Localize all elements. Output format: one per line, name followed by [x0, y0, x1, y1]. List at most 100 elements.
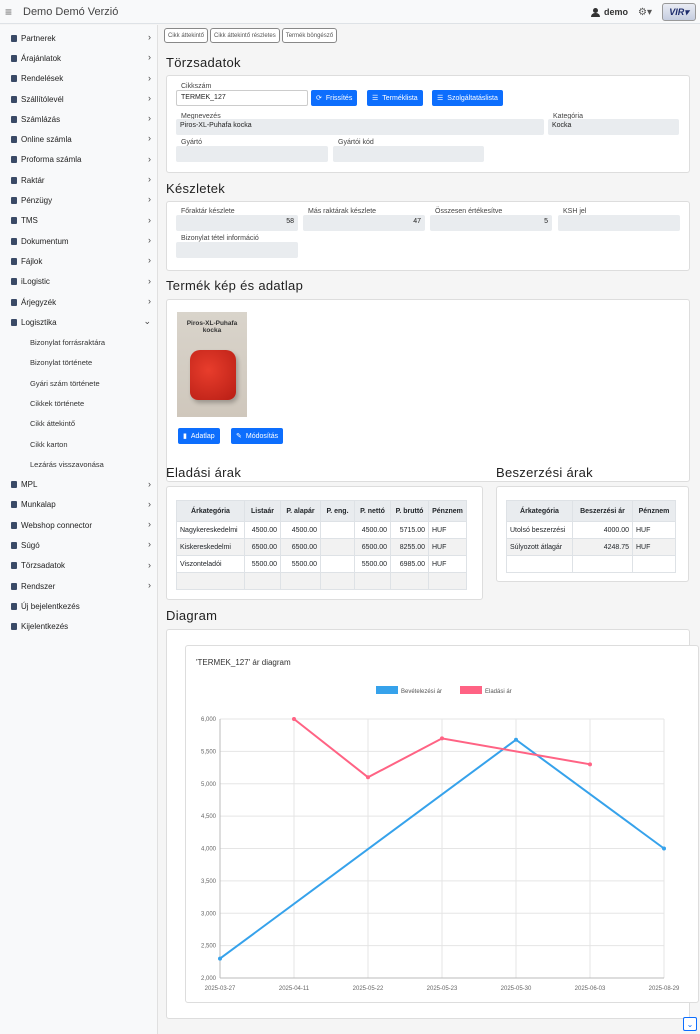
sidebar-item-label: Árjegyzék	[21, 297, 57, 307]
sidebar-item-dokumentum[interactable]: Dokumentum ›	[0, 231, 157, 251]
megnevezes-field[interactable]: Piros-XL-Puhafa kocka	[176, 119, 544, 135]
table-header[interactable]: P. eng.	[320, 500, 355, 522]
modositas-button[interactable]: ✎ Módosítás	[231, 428, 284, 444]
sidebar-item-webshop-connector[interactable]: Webshop connector ›	[0, 515, 157, 535]
tab-cikk-attekinto[interactable]: Cikk áttekintő	[164, 28, 209, 43]
chevron-icon: ›	[148, 478, 151, 489]
sidebar-item-rendelesek[interactable]: Rendelések ›	[0, 69, 157, 89]
kategoria-field[interactable]: Kocka	[548, 119, 679, 135]
chevron-icon: ›	[148, 275, 151, 286]
tab-bar: Cikk áttekintő Cikk áttekintő részletes …	[164, 28, 338, 43]
diagram-panel: 'TERMEK_127' ár diagram 2,000 2,500 3,000 3,…	[166, 629, 699, 1019]
data-point	[588, 762, 592, 767]
sidebar-item-munkalap[interactable]: Munkalap ›	[0, 495, 157, 515]
sidebar-item-arjegyzek[interactable]: Árjegyzék ›	[0, 292, 157, 312]
sidebar-subitem[interactable]: Cikk áttekintő	[30, 419, 76, 429]
table-header[interactable]: Pénznem	[632, 500, 676, 522]
sidebar-item-rendszer[interactable]: Rendszer ›	[0, 576, 157, 596]
table-header[interactable]: P. bruttó	[390, 500, 429, 522]
sidebar-subitem[interactable]: Bizonylat története	[30, 358, 93, 368]
table-cell: Viszonteladói	[176, 555, 245, 573]
sidebar-item-torzsadatok[interactable]: Törzsadatok ›	[0, 556, 157, 576]
chevron-icon: ›	[148, 113, 151, 124]
sidebar-item-logisztika[interactable]: Logisztika ⌄	[0, 312, 157, 332]
beszerzesi-arak-title: Beszerzési árak	[496, 465, 593, 480]
data-point	[662, 846, 666, 851]
foraktar-field[interactable]: 58	[176, 215, 298, 231]
table-header[interactable]: Pénznem	[428, 500, 467, 522]
table-header[interactable]: Árkategória	[506, 500, 573, 522]
gyarto-field[interactable]	[176, 146, 328, 162]
settings-gear-icon[interactable]: ⚙▾	[638, 6, 652, 18]
table-header[interactable]: Listaár	[244, 500, 281, 522]
ksh-jel-label: KSH jel	[563, 208, 587, 215]
table-cell: Súlyozott átlagár	[506, 538, 573, 556]
table-row[interactable]	[506, 555, 676, 573]
dolly-icon	[9, 318, 18, 326]
table-header[interactable]: P. alapár	[280, 500, 321, 522]
sidebar-item-online-szamla[interactable]: Online számla ›	[0, 129, 157, 149]
handshake-icon	[9, 54, 18, 62]
list-icon: ☰	[372, 95, 379, 102]
cikkszam-input[interactable]: TERMEK_127	[176, 90, 308, 106]
x-tick-label: 2025-05-22	[353, 986, 384, 992]
data-point	[440, 736, 444, 741]
sidebar-item-raktar[interactable]: Raktár ›	[0, 170, 157, 190]
ksh-jel-field[interactable]	[558, 215, 680, 231]
sidebar-subitem[interactable]: Bizonylat forrásraktára	[30, 338, 106, 348]
scroll-down-button[interactable]: ⌄	[683, 1017, 697, 1031]
sidebar-subitem[interactable]: Gyári szám története	[30, 378, 100, 388]
file-icon	[9, 115, 18, 123]
sidebar-item-label: Rendszer	[21, 581, 56, 591]
sidebar-item-arajanlatok[interactable]: Árajánlatok ›	[0, 48, 157, 68]
diagram-title: Diagram	[166, 608, 218, 623]
adatlap-button[interactable]: ▮ Adatlap	[178, 428, 220, 444]
table-row[interactable]: Utolsó beszerzési 4000.00 HUF	[506, 521, 676, 539]
mas-raktarak-label: Más raktárak készlete	[308, 208, 377, 215]
table-header[interactable]: Árkategória	[176, 500, 245, 522]
sidebar-item-szamlazas[interactable]: Számlázás ›	[0, 109, 157, 129]
sidebar-item-fajlok[interactable]: Fájlok ›	[0, 251, 157, 271]
legend-swatch	[376, 686, 398, 694]
sidebar-item-label: Partnerek	[21, 33, 56, 43]
main-content: Cikk áttekintő Cikk áttekintő részletes …	[158, 25, 700, 1034]
table-row[interactable]: Viszonteladói 5500.00 5500.00 5500.00 6985.0…	[176, 555, 467, 573]
chevron-icon: ›	[148, 194, 151, 205]
sidebar-item-kijelentkezes[interactable]: Kijelentkezés	[0, 617, 157, 637]
user-menu[interactable]: demo	[591, 7, 628, 17]
tab-termek-bongeszo[interactable]: Termék böngésző	[281, 28, 338, 43]
table-header[interactable]: P. nettó	[354, 500, 391, 522]
y-tick-label: 2,000	[201, 976, 217, 982]
hamburger-menu-icon[interactable]: ≡	[5, 4, 13, 19]
table-row[interactable]: Kiskereskedelmi 6500.00 6500.00 6500.00 8255…	[176, 538, 467, 556]
legend-label: Bevételezési ár	[401, 689, 442, 695]
sidebar-subitem[interactable]: Cikk karton	[30, 439, 68, 449]
table-header[interactable]: Beszerzési ár	[572, 500, 633, 522]
tab-cikk-attekinto-reszletes[interactable]: Cikk áttekintő részletes	[210, 28, 280, 43]
bizonylat-tetel-field[interactable]	[176, 242, 298, 258]
table-row[interactable]: Súlyozott átlagár 4248.75 HUF	[506, 538, 676, 556]
gyartoi-kod-field[interactable]	[333, 146, 484, 162]
sidebar-item-proforma-szamla[interactable]: Proforma számla ›	[0, 150, 157, 170]
sidebar-item-szallitolevel[interactable]: Szállítólevél ›	[0, 89, 157, 109]
sidebar-item-mpl[interactable]: MPL ›	[0, 475, 157, 495]
mas-raktarak-field[interactable]: 47	[303, 215, 425, 231]
szolgaltataslista-button[interactable]: ☰ Szolgáltatáslista	[432, 90, 503, 106]
osszesen-field[interactable]: 5	[430, 215, 552, 231]
sidebar-subitem[interactable]: Lezárás visszavonása	[30, 459, 104, 469]
frissites-button[interactable]: ⟳ Frissítés	[311, 90, 358, 106]
globe-icon	[9, 136, 18, 144]
sidebar-subitem[interactable]: Cikkek története	[30, 398, 85, 408]
sidebar-item-ilogistic[interactable]: iLogistic ›	[0, 272, 157, 292]
table-row[interactable]: Nagykereskedelmi 4500.00 4500.00 4500.00 571…	[176, 521, 467, 539]
product-image[interactable]: Piros-XL-Puhafa kocka	[177, 312, 247, 417]
table-cell: 8255.00	[390, 538, 429, 556]
sidebar-item-partnerek[interactable]: Partnerek ›	[0, 28, 157, 48]
sidebar-item-uj-bejelentkezes[interactable]: Új bejelentkezés	[0, 596, 157, 616]
sidebar-item-sugo[interactable]: Súgó ›	[0, 535, 157, 555]
sidebar-item-penzugy[interactable]: Pénzügy ›	[0, 190, 157, 210]
vir-logo[interactable]: VIR ▾	[662, 3, 696, 21]
termeklista-button[interactable]: ☰ Terméklista	[367, 90, 423, 106]
sidebar-item-tms[interactable]: TMS ›	[0, 211, 157, 231]
table-row[interactable]	[176, 572, 467, 590]
